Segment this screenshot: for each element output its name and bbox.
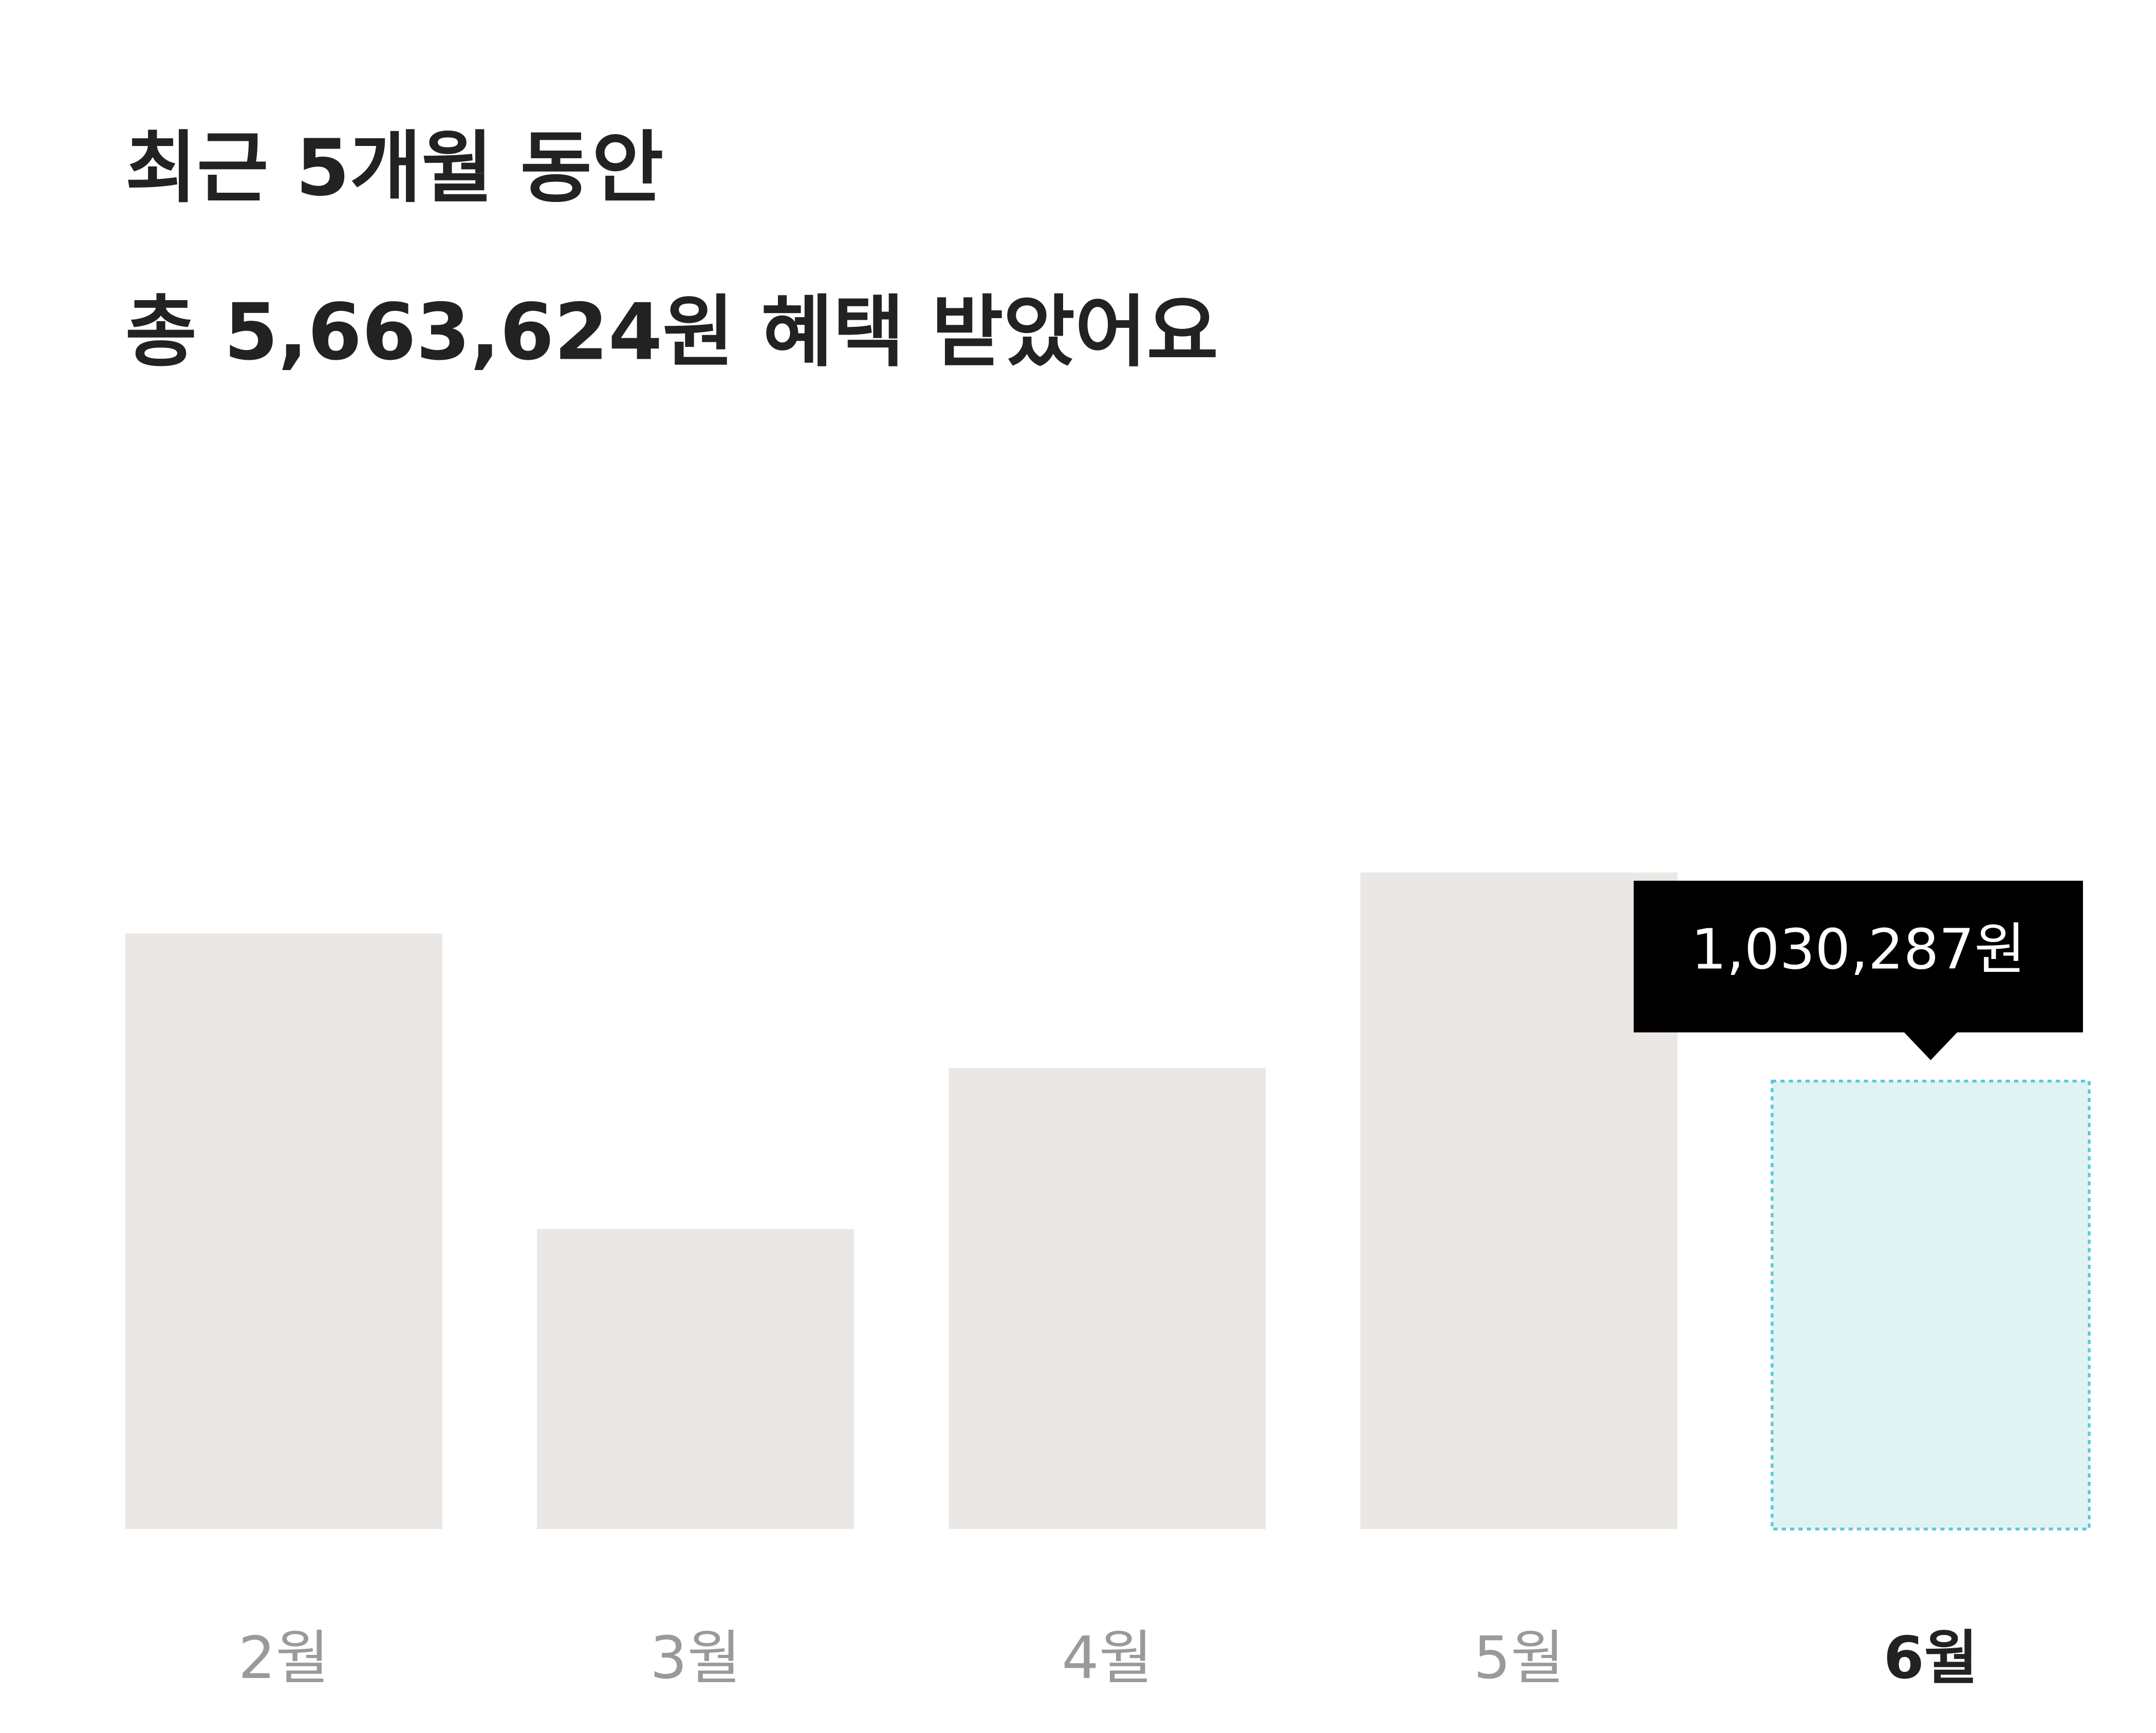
bar — [536, 1229, 854, 1529]
x-tick-label: 4월 — [1062, 1624, 1153, 1692]
bar — [125, 933, 442, 1529]
bar — [1360, 872, 1678, 1529]
chart-title: 최근 5개월 동안 — [125, 122, 664, 213]
x-tick-label: 5월 — [1474, 1624, 1565, 1692]
tooltip-pointer — [1903, 1031, 1959, 1060]
x-tick-label: 3월 — [650, 1624, 741, 1692]
bar — [949, 1068, 1266, 1529]
bar — [1771, 1079, 2091, 1531]
x-tick-label: 2월 — [238, 1624, 329, 1692]
x-tick-label: 6월 — [1884, 1624, 1978, 1692]
value-label: 1,030,287원 — [1691, 916, 2025, 982]
tooltip — [1633, 880, 2083, 1033]
chart-subtitle: 총 5,663,624원 혜택 받았어요 — [125, 286, 1218, 377]
